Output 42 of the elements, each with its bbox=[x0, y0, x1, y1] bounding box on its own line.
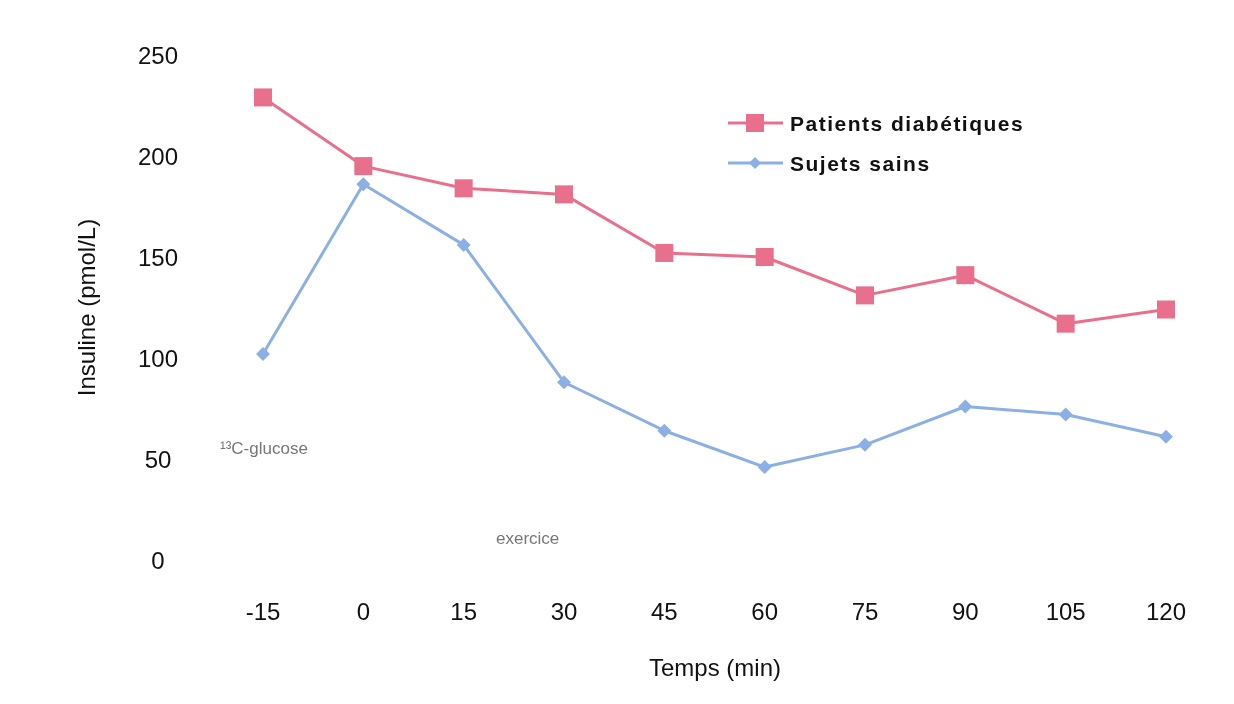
y-tick-label: 150 bbox=[137, 243, 179, 271]
point bbox=[1157, 300, 1175, 319]
annotation: exercice bbox=[496, 529, 560, 548]
point bbox=[655, 243, 674, 262]
y-tick-label: 250 bbox=[137, 41, 179, 69]
annotation: ¹³C-glucose bbox=[220, 439, 308, 458]
x-tick-label: 45 bbox=[650, 597, 678, 625]
x-tick-label: 60 bbox=[751, 597, 779, 625]
point bbox=[557, 375, 571, 390]
y-tick-label: 50 bbox=[144, 445, 172, 473]
point bbox=[1159, 429, 1173, 444]
point bbox=[456, 237, 471, 252]
point bbox=[755, 248, 774, 266]
x-tick-label: 75 bbox=[851, 597, 879, 625]
point bbox=[856, 286, 874, 305]
legend-label: Patients diabétiques bbox=[790, 111, 1025, 135]
point bbox=[555, 185, 573, 204]
x-tick-label: 90 bbox=[951, 597, 979, 625]
point bbox=[858, 437, 872, 452]
y-tick-label: 0 bbox=[151, 546, 165, 574]
x-tick-label: 120 bbox=[1145, 597, 1187, 625]
x-tick-label: 30 bbox=[550, 597, 578, 625]
point bbox=[454, 179, 473, 198]
x-tick-label: 15 bbox=[450, 597, 478, 625]
y-axis-title: Insuline (pmol/L) bbox=[72, 218, 100, 397]
y-tick-label: 200 bbox=[137, 142, 179, 170]
point bbox=[956, 266, 975, 285]
point bbox=[958, 399, 973, 414]
x-tick-label: -15 bbox=[245, 597, 281, 625]
point bbox=[1056, 314, 1075, 333]
x-tick-label: 0 bbox=[356, 597, 371, 625]
point bbox=[356, 177, 371, 192]
point bbox=[254, 88, 272, 107]
legend-label: Sujets sains bbox=[790, 151, 931, 175]
y-tick-label: 100 bbox=[137, 344, 179, 372]
point bbox=[657, 423, 672, 438]
point bbox=[757, 460, 772, 475]
point bbox=[1058, 407, 1073, 422]
point bbox=[256, 346, 270, 361]
x-axis-title: Temps (min) bbox=[648, 653, 782, 681]
x-tick-label: 105 bbox=[1045, 597, 1086, 625]
point bbox=[354, 157, 373, 176]
